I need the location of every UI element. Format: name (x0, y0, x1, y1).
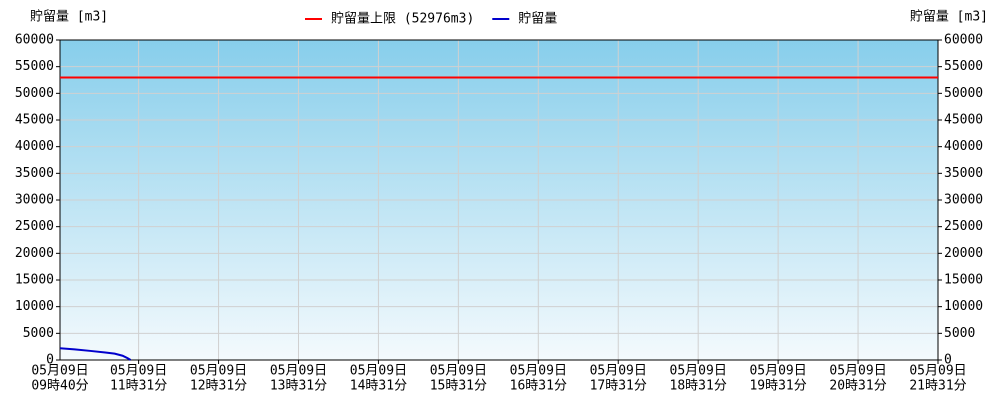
x-tick-label: 05月09日 (270, 364, 327, 379)
x-tick-label: 13時31分 (270, 379, 327, 394)
y-tick-label: 25000 (15, 219, 54, 234)
y-tick-label: 0 (46, 353, 54, 368)
y-tick-label: 45000 (15, 113, 54, 128)
legend-label: 貯留量上限 (52976m3) (331, 12, 474, 27)
y-tick-label: 50000 (15, 86, 54, 101)
y2-tick-label: 55000 (944, 59, 983, 74)
y2-tick-label: 40000 (944, 139, 983, 154)
y2-tick-label: 5000 (944, 326, 975, 341)
x-tick-label: 21時31分 (909, 379, 966, 394)
x-tick-label: 05月09日 (110, 364, 167, 379)
x-tick-label: 18時31分 (670, 379, 727, 394)
y-tick-label: 20000 (15, 246, 54, 261)
plot-frame (59, 39, 939, 361)
x-start-label: 05月09日 (31, 364, 88, 379)
y2-tick-label: 45000 (944, 113, 983, 128)
x-tick-label: 19時31分 (749, 379, 806, 394)
y2-tick-label: 15000 (944, 273, 983, 288)
y2-tick-label: 60000 (944, 33, 983, 48)
x-tick-label: 15時31分 (430, 379, 487, 394)
y-tick-label: 5000 (23, 326, 54, 341)
y2-tick-label: 35000 (944, 166, 983, 181)
y2-tick-label: 20000 (944, 246, 983, 261)
y2-tick-label: 50000 (944, 86, 983, 101)
x-tick-label: 11時31分 (110, 379, 167, 394)
x-tick-label: 20時31分 (829, 379, 886, 394)
legend-label: 貯留量 (518, 12, 557, 27)
x-start-label: 09時40分 (31, 379, 88, 394)
y-axis-label: 貯留量 [m3] (30, 10, 108, 25)
x-tick-label: 05月09日 (510, 364, 567, 379)
x-tick-label: 05月09日 (430, 364, 487, 379)
x-tick-label: 05月09日 (749, 364, 806, 379)
x-tick-label: 05月09日 (590, 364, 647, 379)
y2-tick-label: 30000 (944, 193, 983, 208)
x-tick-label: 05月09日 (909, 364, 966, 379)
y-tick-label: 55000 (15, 59, 54, 74)
x-tick-label: 12時31分 (190, 379, 247, 394)
y2-tick-label: 25000 (944, 219, 983, 234)
y-tick-label: 10000 (15, 299, 54, 314)
y-tick-label: 30000 (15, 193, 54, 208)
x-tick-label: 17時31分 (590, 379, 647, 394)
x-tick-label: 14時31分 (350, 379, 407, 394)
y2-tick-label: 10000 (944, 299, 983, 314)
y-tick-label: 15000 (15, 273, 54, 288)
y-tick-label: 60000 (15, 33, 54, 48)
x-tick-label: 05月09日 (350, 364, 407, 379)
x-tick-label: 16時31分 (510, 379, 567, 394)
series-line (59, 347, 132, 361)
x-tick-label: 05月09日 (190, 364, 247, 379)
x-tick-label: 05月09日 (829, 364, 886, 379)
y-tick-label: 40000 (15, 139, 54, 154)
y-tick-label: 35000 (15, 166, 54, 181)
y2-axis-label: 貯留量 [m3] (910, 10, 988, 25)
y2-tick-label: 0 (944, 353, 952, 368)
x-tick-label: 05月09日 (670, 364, 727, 379)
